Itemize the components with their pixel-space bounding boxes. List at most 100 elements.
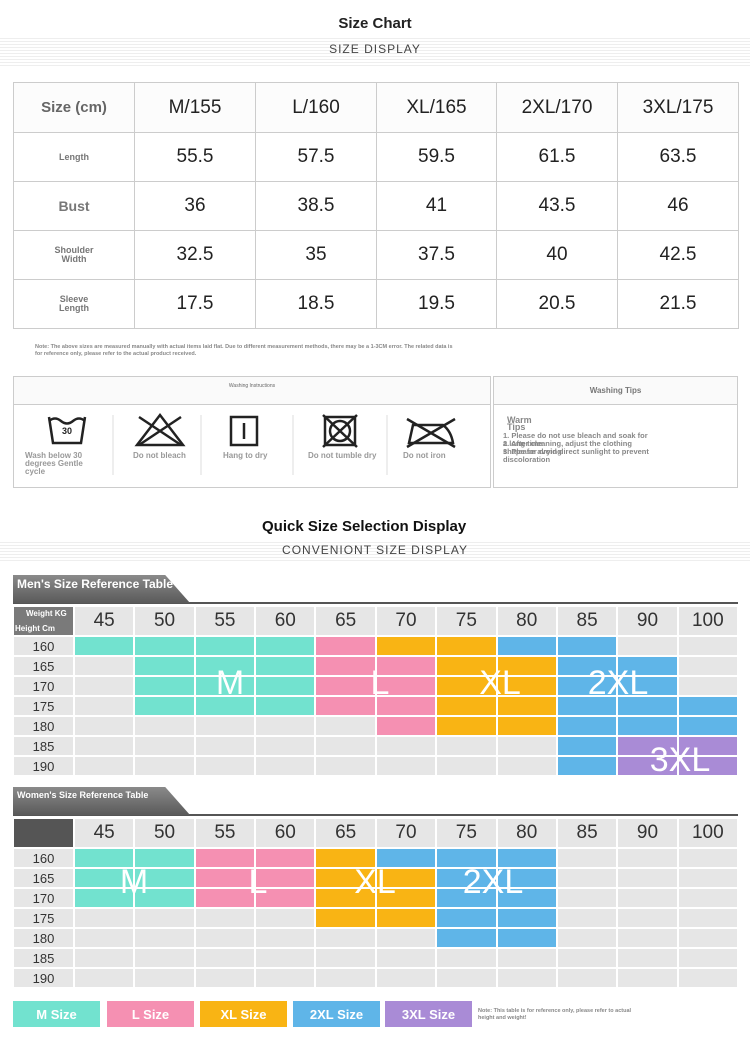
size-cell xyxy=(375,756,437,776)
size-cell xyxy=(617,656,678,676)
icon-bleach xyxy=(134,412,186,447)
size-cell xyxy=(134,968,195,988)
size-cell xyxy=(375,928,437,948)
size-cell xyxy=(134,928,195,948)
size-cell xyxy=(134,716,195,736)
table-cell: 57.5 xyxy=(255,132,377,182)
size-cell xyxy=(677,928,738,948)
size-cell xyxy=(436,848,497,868)
size-cell xyxy=(255,908,316,928)
weight-header: 75 xyxy=(436,606,497,636)
height-header: 175 xyxy=(13,696,74,716)
size-cell xyxy=(617,636,678,656)
table-cell: 63.5 xyxy=(617,132,739,182)
weight-header: 60 xyxy=(255,606,316,636)
size-cell xyxy=(556,716,618,736)
height-header: 180 xyxy=(13,928,74,948)
size-cell xyxy=(617,848,678,868)
tip: 3. Please avoid direct sunlight to preve… xyxy=(503,447,649,464)
size-cell xyxy=(677,636,738,656)
weight-header: 75 xyxy=(436,818,497,848)
size-cell xyxy=(134,636,195,656)
size-cell xyxy=(375,868,437,888)
size-label: L xyxy=(248,862,268,901)
size-cell xyxy=(134,696,195,716)
size-cell xyxy=(436,948,497,968)
icon-wash xyxy=(47,416,87,445)
size-cell xyxy=(617,948,678,968)
size-cell xyxy=(556,908,618,928)
icon-tumble xyxy=(322,414,358,448)
table-cell: 32.5 xyxy=(134,230,256,280)
size-cell xyxy=(194,888,256,908)
row-header: Shoulder Width xyxy=(13,230,135,280)
size-cell xyxy=(74,716,135,736)
table-cell: 21.5 xyxy=(617,279,739,329)
size-cell xyxy=(496,908,557,928)
size-cell xyxy=(617,756,678,776)
size-cell xyxy=(556,736,618,756)
icon-caption: Do not bleach xyxy=(133,451,186,460)
table-cell: 18.5 xyxy=(255,279,377,329)
size-cell xyxy=(617,696,678,716)
size-cell xyxy=(315,716,376,736)
row-header: Length xyxy=(13,132,135,182)
icon-hang xyxy=(229,415,259,447)
table-cell: 46 xyxy=(617,181,739,231)
size-cell xyxy=(315,868,376,888)
size-cell xyxy=(194,948,256,968)
size-cell xyxy=(677,888,738,908)
size-cell xyxy=(436,888,497,908)
icon-caption: Hang to dry xyxy=(223,451,268,460)
size-cell xyxy=(194,756,256,776)
washing-icons: 30 xyxy=(47,412,456,475)
size-cell xyxy=(194,656,256,676)
tab-line xyxy=(13,602,738,604)
icon-caption: Do not iron xyxy=(403,451,446,460)
washing-header xyxy=(13,376,491,405)
size-cell xyxy=(556,948,618,968)
table-cell: 36 xyxy=(134,181,256,231)
size-cell xyxy=(134,948,195,968)
size-cell xyxy=(496,636,557,656)
size-cell xyxy=(436,928,497,948)
size-cell xyxy=(315,948,376,968)
size-cell xyxy=(556,636,618,656)
size-cell xyxy=(436,736,497,756)
table-cell: 41 xyxy=(376,181,497,231)
size-label: 2XL xyxy=(462,862,524,901)
weight-header: 65 xyxy=(315,606,376,636)
stripe-band xyxy=(0,540,750,562)
weight-header: 70 xyxy=(375,606,437,636)
size-cell xyxy=(194,928,256,948)
size-cell xyxy=(556,868,618,888)
size-label: 3XL xyxy=(649,740,711,779)
size-cell xyxy=(496,868,557,888)
size-cell xyxy=(74,756,135,776)
size-cell xyxy=(315,676,376,696)
size-cell xyxy=(194,848,256,868)
size-cell xyxy=(436,696,497,716)
size-note: Note: The above sizes are measured manua… xyxy=(35,344,453,357)
size-cell xyxy=(315,736,376,756)
row-header: Bust xyxy=(13,181,135,231)
weight-label: Weight KG xyxy=(26,609,67,618)
size-cell xyxy=(496,968,557,988)
tip: 2. After cleaning, adjust the clothing s… xyxy=(503,439,632,456)
height-header: 165 xyxy=(13,868,74,888)
size-cell xyxy=(436,968,497,988)
size-cell xyxy=(315,968,376,988)
size-cell xyxy=(375,908,437,928)
tip: Warm Tips xyxy=(507,415,532,432)
weight-header: 100 xyxy=(677,606,738,636)
legend-item: 3XL Size xyxy=(385,1001,472,1027)
washing-title: Washing Instructions xyxy=(228,383,276,389)
column-header: M/155 xyxy=(134,82,256,133)
height-header: 165 xyxy=(13,656,74,676)
height-header: 170 xyxy=(13,676,74,696)
size-cell xyxy=(74,676,135,696)
size-cell xyxy=(74,868,135,888)
size-cell xyxy=(134,848,195,868)
size-cell xyxy=(436,868,497,888)
weight-header: 100 xyxy=(677,818,738,848)
